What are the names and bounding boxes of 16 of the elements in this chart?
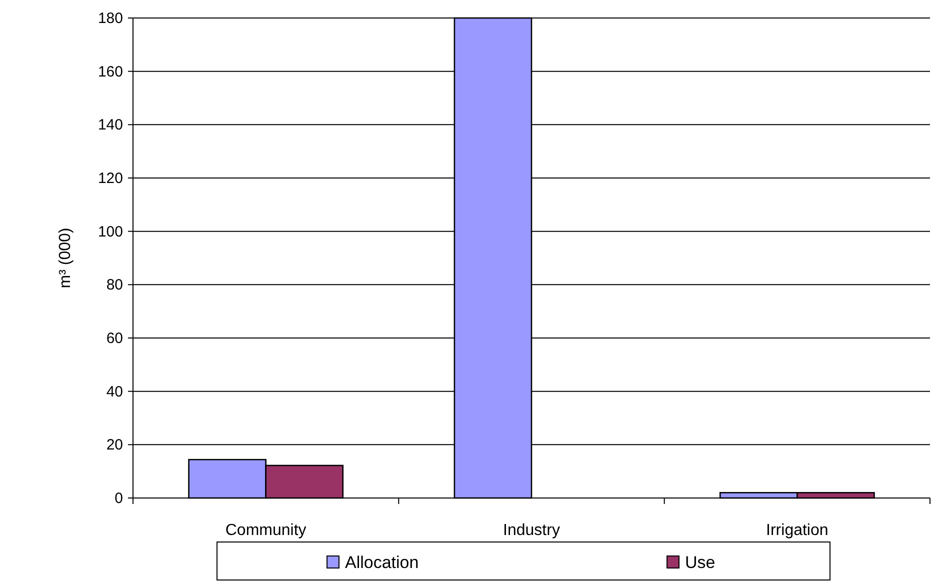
y-tick-label: 100	[98, 223, 123, 240]
x-tick-label: Irrigation	[766, 522, 828, 539]
y-tick-label: 40	[106, 383, 123, 400]
y-tick-label: 120	[98, 170, 123, 187]
x-tick-label: Community	[225, 522, 306, 539]
y-axis-title: m³ (000)	[57, 228, 74, 288]
x-tick-label: Industry	[503, 522, 560, 539]
legend-label: Allocation	[345, 553, 419, 572]
y-tick-label: 60	[106, 330, 123, 347]
y-tick-label: 160	[98, 63, 123, 80]
y-tick-label: 0	[114, 490, 123, 507]
y-tick-label: 140	[98, 116, 123, 134]
y-tick-label: 80	[106, 276, 123, 294]
y-tick-label: 180	[98, 10, 123, 27]
legend-label: Use	[685, 553, 716, 572]
y-tick-label: 20	[106, 436, 123, 454]
